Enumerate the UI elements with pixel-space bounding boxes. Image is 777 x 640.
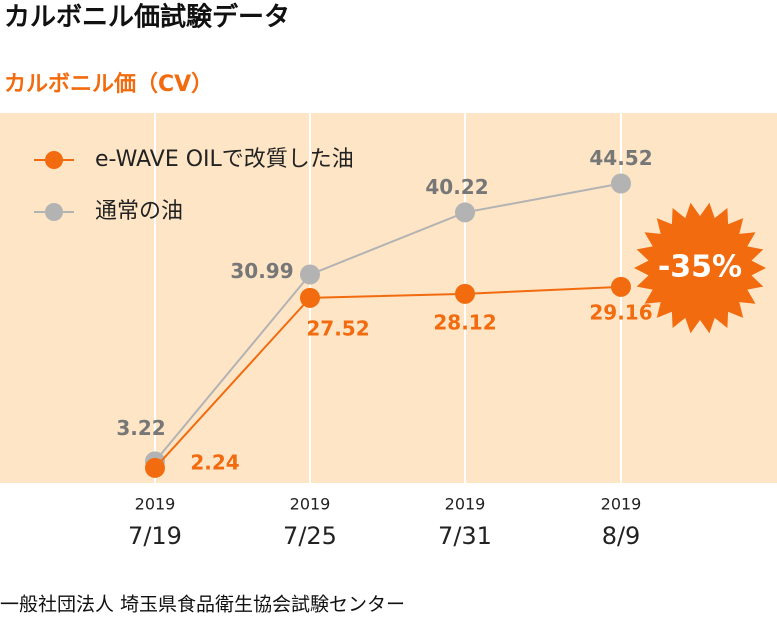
data-label: 40.22	[425, 175, 488, 199]
data-point	[300, 264, 320, 285]
x-tick-label: 7/25	[283, 522, 337, 550]
series-line	[154, 182, 622, 462]
data-point	[455, 283, 475, 304]
source-note: 一般社団法人 埼玉県食品衛生協会試験センター	[0, 594, 405, 616]
data-point	[611, 173, 631, 194]
starburst	[634, 202, 766, 334]
data-label: 27.52	[306, 316, 369, 340]
x-tick-label: 8/9	[602, 522, 641, 550]
data-label: 30.99	[230, 259, 293, 283]
legend-label: e-WAVE OILで改質した油	[95, 147, 354, 172]
data-point	[455, 202, 475, 223]
chart-title: カルボニル価試験データ	[4, 2, 290, 33]
legend-marker	[45, 203, 63, 221]
data-label: 2.24	[190, 450, 239, 474]
x-tick-year: 2019	[445, 495, 486, 514]
series-line	[154, 285, 622, 469]
legend-label: 通常の油	[95, 199, 183, 224]
chart-subtitle: カルボニル価（CV）	[4, 72, 213, 97]
x-tick-year: 2019	[601, 495, 642, 514]
annotation: -35%	[658, 250, 742, 285]
plot-background	[0, 113, 777, 483]
data-label: 29.16	[589, 300, 652, 324]
data-point	[145, 457, 165, 478]
data-label: 3.22	[116, 416, 165, 440]
data-label: 28.12	[433, 310, 496, 334]
legend-marker	[45, 151, 63, 169]
x-tick-label: 7/31	[438, 522, 492, 550]
data-label: 44.52	[589, 146, 652, 170]
data-point	[611, 276, 631, 297]
x-tick-year: 2019	[135, 495, 176, 514]
data-point	[300, 287, 320, 308]
x-tick-label: 7/19	[128, 522, 182, 550]
x-tick-year: 2019	[290, 495, 331, 514]
